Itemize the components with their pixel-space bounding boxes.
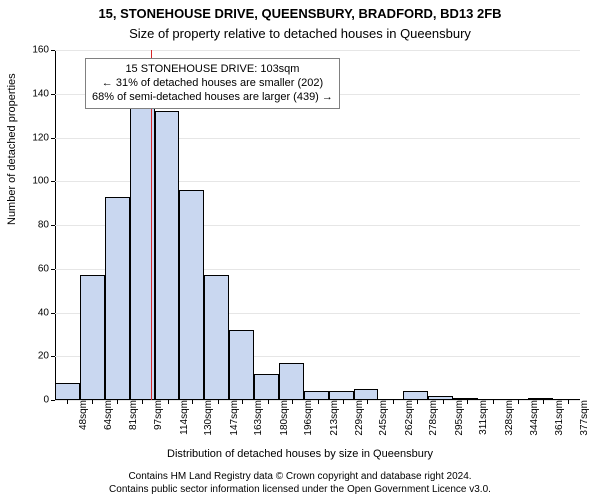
footer-line-1: Contains HM Land Registry data © Crown c… [0,471,600,484]
histogram-bar [254,374,279,400]
histogram-bar [55,383,80,401]
annotation-line3: 68% of semi-detached houses are larger (… [92,91,333,105]
histogram-bar [105,197,130,400]
y-tick-label: 60 [38,263,55,274]
y-tick-label: 120 [32,132,55,143]
x-tick-label: 114sqm [173,400,190,435]
y-tick-label: 40 [38,307,55,318]
x-tick-label: 278sqm [422,400,439,436]
x-tick [192,400,193,404]
x-tick-label: 245sqm [372,400,389,436]
histogram-bar [155,111,180,400]
histogram-bar [329,391,354,400]
x-tick-label: 229sqm [348,400,365,436]
x-tick-label: 262sqm [398,400,415,436]
x-tick-label: 48sqm [72,400,89,430]
annotation-box: 15 STONEHOUSE DRIVE: 103sqm← 31% of deta… [85,58,340,109]
y-tick-label: 100 [32,176,55,187]
x-tick [292,400,293,404]
x-tick [443,400,444,404]
chart-title-address: 15, STONEHOUSE DRIVE, QUEENSBURY, BRADFO… [0,6,600,21]
annotation-line2: ← 31% of detached houses are smaller (20… [92,77,333,91]
x-tick [67,400,68,404]
x-tick [268,400,269,404]
x-tick [242,400,243,404]
x-tick-label: 213sqm [323,400,340,436]
x-axis-title: Distribution of detached houses by size … [0,448,600,460]
x-tick [417,400,418,404]
x-tick [218,400,219,404]
x-tick-label: 81sqm [122,400,139,430]
x-tick [142,400,143,404]
histogram-bar [80,275,105,400]
annotation-line1: 15 STONEHOUSE DRIVE: 103sqm [92,63,333,77]
x-tick [343,400,344,404]
footer-line-2: Contains public sector information licen… [0,484,600,497]
y-tick-label: 0 [43,395,55,406]
histogram-bar [354,389,379,400]
plot-area: 02040608010012014016048sqm64sqm81sqm97sq… [55,50,580,400]
y-axis-title: Number of detached properties [6,73,18,225]
x-tick-label: 377sqm [573,400,590,436]
histogram-bar [279,363,304,400]
x-tick-label: 295sqm [448,400,465,436]
x-tick-label: 147sqm [223,400,240,436]
x-tick-label: 130sqm [197,400,214,436]
y-tick-label: 140 [32,88,55,99]
x-tick [518,400,519,404]
y-tick-label: 80 [38,220,55,231]
histogram-bar [204,275,229,400]
x-tick-label: 64sqm [97,400,114,430]
y-tick-label: 160 [32,45,55,56]
x-tick [367,400,368,404]
x-tick [117,400,118,404]
x-tick [393,400,394,404]
chart-container: 15, STONEHOUSE DRIVE, QUEENSBURY, BRADFO… [0,0,600,500]
x-tick-label: 97sqm [147,400,164,430]
x-tick [543,400,544,404]
histogram-bar [403,391,428,400]
histogram-bar [179,190,204,400]
x-tick-label: 328sqm [498,400,515,436]
x-tick-label: 344sqm [523,400,540,436]
x-tick [467,400,468,404]
x-tick [318,400,319,404]
x-tick [168,400,169,404]
y-tick-label: 20 [38,351,55,362]
x-tick-label: 196sqm [297,400,314,436]
chart-title-subtitle: Size of property relative to detached ho… [0,26,600,41]
grid-line [55,50,580,51]
x-tick-label: 163sqm [247,400,264,436]
x-tick-label: 311sqm [472,400,489,435]
x-tick-label: 361sqm [548,400,565,436]
x-tick [493,400,494,404]
histogram-bar [304,391,329,400]
x-tick [568,400,569,404]
chart-footer: Contains HM Land Registry data © Crown c… [0,471,600,496]
x-tick-label: 180sqm [273,400,290,436]
histogram-bar [229,330,254,400]
x-tick [92,400,93,404]
